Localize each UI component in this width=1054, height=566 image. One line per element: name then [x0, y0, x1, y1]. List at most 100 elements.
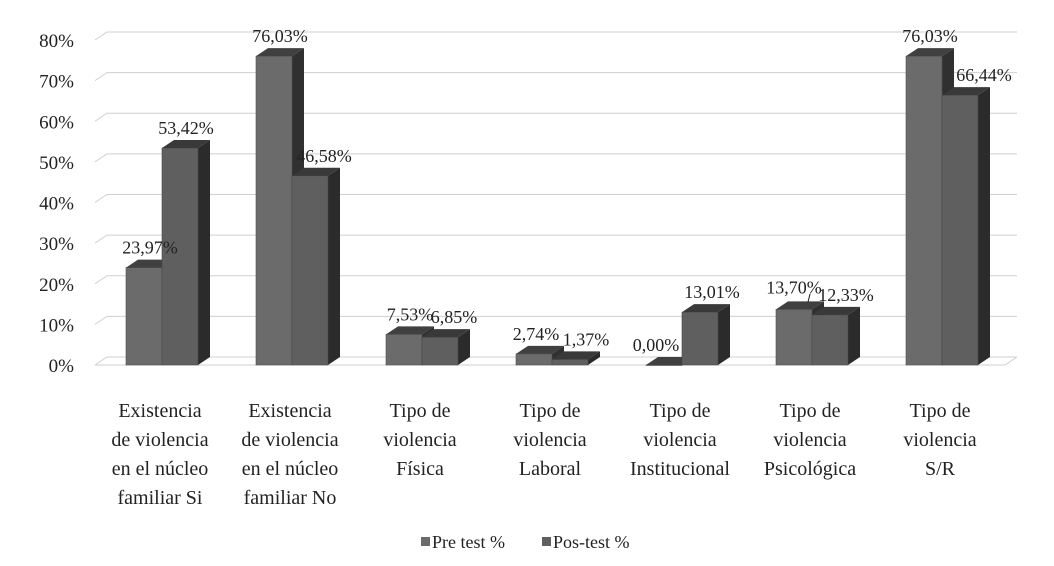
y-tick-label: 70% — [39, 72, 74, 93]
category-label-line: Laboral — [519, 458, 582, 480]
bar — [905, 55, 943, 366]
x-axis-categories: Existencia de violencia en el núcleo famili… — [111, 400, 976, 509]
category-label-line: Tipo de — [910, 400, 971, 422]
legend-swatch — [421, 537, 430, 546]
category-label-line: familiar No — [244, 487, 337, 509]
bar-side — [588, 351, 600, 365]
category-label-line: violencia — [903, 429, 976, 451]
bar — [385, 334, 423, 366]
gridline — [94, 72, 1017, 82]
data-label: 0,00% — [633, 335, 680, 355]
data-label: 46,58% — [296, 146, 352, 166]
bar — [775, 309, 813, 366]
bar-side — [848, 306, 860, 365]
y-tick-label: 20% — [39, 275, 74, 296]
category-label-line: Tipo de — [650, 400, 711, 422]
bar-side — [718, 304, 730, 365]
y-tick-label: 60% — [39, 112, 74, 133]
bar-top — [776, 301, 824, 310]
bar — [125, 267, 163, 366]
category-label-line: Existencia — [248, 400, 331, 422]
category-label-line: violencia — [513, 429, 586, 451]
category-label-line: Tipo de — [780, 400, 841, 422]
gridline — [94, 153, 1017, 163]
data-label: 76,03% — [902, 26, 958, 46]
data-label: 13,70% — [766, 277, 822, 297]
y-tick-label: 50% — [39, 153, 74, 174]
bar-top — [906, 48, 954, 57]
category-label-line: violencia — [643, 429, 716, 451]
category-label-line: Existencia — [118, 400, 201, 422]
category-label-line: familiar Si — [118, 487, 203, 509]
data-label: 6,85% — [431, 307, 478, 327]
category-label-line: de violencia — [111, 429, 208, 451]
data-labels: 23,97%53,42%76,03%46,58%7,53%6,85%2,74% 1… — [122, 26, 1012, 355]
data-label: 66,44% — [956, 65, 1012, 85]
data-label: 23,97% — [122, 238, 178, 258]
bar — [255, 55, 293, 366]
bar — [515, 353, 553, 366]
y-tick-label: 30% — [39, 234, 74, 255]
data-label: 7,53% — [387, 304, 434, 324]
category-label-line: Tipo de — [520, 400, 581, 422]
category-label-line: de violencia — [241, 429, 338, 451]
gridline — [94, 112, 1017, 122]
data-label: 12,33% — [818, 285, 874, 305]
data-label: 13,01% — [684, 282, 740, 302]
category-label: Tipo de violencia Psicológica — [764, 400, 856, 480]
data-label: 76,03% — [252, 26, 308, 46]
bar-top — [422, 329, 470, 338]
bar-top — [516, 345, 564, 354]
gridline — [94, 194, 1017, 203]
category-label-line: Tipo de — [390, 400, 451, 422]
bar — [291, 175, 329, 366]
category-label-line: Física — [396, 458, 444, 480]
category-label: Tipo de violencia Institucional — [630, 400, 730, 480]
category-label: Tipo de violencia Física — [383, 400, 456, 480]
legend: Pre test % Pos-test % — [421, 532, 630, 552]
category-label-line: S/R — [925, 458, 956, 480]
bar — [645, 364, 683, 366]
bar-top — [386, 326, 434, 335]
data-label: 2,74% — [513, 324, 560, 344]
bar-side — [328, 167, 340, 365]
label-leader-line — [807, 293, 811, 303]
category-label: Tipo de violencia S/R — [903, 400, 976, 480]
y-tick-label: 80% — [39, 31, 74, 52]
legend-label: Pre test % — [432, 532, 505, 552]
bar — [551, 359, 589, 366]
bar-top — [682, 304, 730, 313]
y-tick-label: 10% — [39, 315, 74, 336]
bars — [125, 48, 990, 366]
y-tick-label: 0% — [49, 356, 75, 377]
legend-swatch — [542, 537, 551, 546]
category-label-line: en el núcleo — [242, 458, 339, 480]
category-label-line: Institucional — [630, 458, 730, 480]
category-label-line: violencia — [383, 429, 456, 451]
category-label: Existencia de violencia en el núcleo famili… — [111, 400, 208, 509]
bar-top — [812, 306, 860, 315]
bar-top — [162, 139, 210, 148]
bar-side — [978, 87, 990, 366]
gridline — [94, 31, 1017, 41]
bar — [681, 311, 719, 366]
bar — [811, 314, 849, 366]
category-label-line: en el núcleo — [112, 458, 209, 480]
gridline — [94, 275, 1017, 285]
data-label: 53,42% — [158, 118, 214, 138]
gridline — [94, 234, 1017, 244]
legend-label: Pos-test % — [553, 532, 630, 552]
bar-side — [458, 329, 470, 365]
bar-side — [198, 139, 210, 365]
data-label: 1,37% — [563, 329, 610, 349]
bar-top — [256, 48, 304, 57]
bar — [421, 336, 459, 366]
bar — [941, 94, 979, 366]
category-label-line: Psicológica — [764, 458, 856, 480]
bar-top — [292, 167, 340, 176]
category-label: Tipo de violencia Laboral — [513, 400, 586, 480]
bar-top — [552, 351, 600, 360]
bar-top — [942, 87, 990, 96]
category-label-line: violencia — [773, 429, 846, 451]
